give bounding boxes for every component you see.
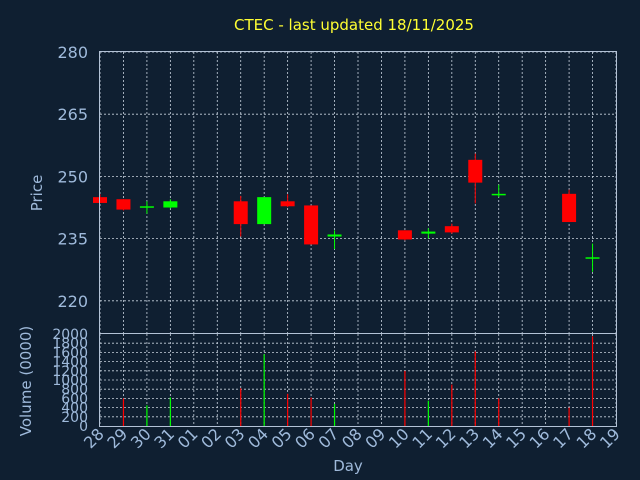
candle-body bbox=[116, 199, 131, 210]
candle-body bbox=[280, 201, 295, 207]
volume-tick-label: 1400 bbox=[52, 355, 88, 371]
volume-tick-label: 200 bbox=[61, 410, 88, 426]
price-tick-label: 235 bbox=[57, 230, 88, 249]
candle-body bbox=[491, 193, 506, 196]
price-tick-label: 265 bbox=[57, 105, 88, 124]
volume-tick-label: 0 bbox=[79, 419, 88, 435]
volume-tick-label: 1800 bbox=[52, 336, 88, 352]
volume-grid bbox=[99, 334, 617, 426]
candle-body bbox=[139, 206, 154, 208]
volume-tick-label: 1000 bbox=[52, 373, 88, 389]
volume-tick-label: 1600 bbox=[52, 345, 88, 361]
volume-tick-label: 1200 bbox=[52, 364, 88, 380]
price-candles bbox=[93, 153, 600, 272]
candle-body bbox=[304, 205, 319, 245]
volume-bars bbox=[122, 336, 594, 426]
candle-body bbox=[421, 231, 436, 234]
day-tick-label: 19 bbox=[596, 424, 624, 452]
candle-body bbox=[562, 193, 577, 223]
price-axis-label: Price bbox=[28, 175, 46, 212]
candle-body bbox=[327, 234, 342, 237]
chart-title: CTEC - last updated 18/11/2025 bbox=[234, 16, 474, 34]
price-y-axis: 220 235 250 265 280 bbox=[57, 43, 88, 311]
candle-body bbox=[397, 230, 412, 240]
candle-body bbox=[585, 257, 600, 259]
candle-body bbox=[468, 159, 483, 183]
candle-body bbox=[257, 197, 272, 225]
volume-axis-label: Volume (0000) bbox=[17, 326, 35, 436]
candle-body bbox=[233, 201, 248, 225]
volume-tick-label: 800 bbox=[61, 382, 88, 398]
day-axis-label: Day bbox=[333, 457, 363, 475]
price-tick-label: 220 bbox=[57, 292, 88, 311]
candle-body bbox=[163, 201, 178, 208]
price-tick-label: 280 bbox=[57, 43, 88, 62]
volume-plot-frame bbox=[99, 333, 617, 427]
candle-body bbox=[444, 226, 459, 233]
day-axis: 2829303101020304050607080910111213141516… bbox=[80, 424, 624, 452]
price-grid bbox=[99, 51, 617, 334]
price-tick-label: 250 bbox=[57, 167, 88, 186]
volume-tick-label: 400 bbox=[61, 401, 88, 417]
volume-tick-label: 2000 bbox=[52, 327, 88, 343]
volume-tick-label: 600 bbox=[61, 391, 88, 407]
